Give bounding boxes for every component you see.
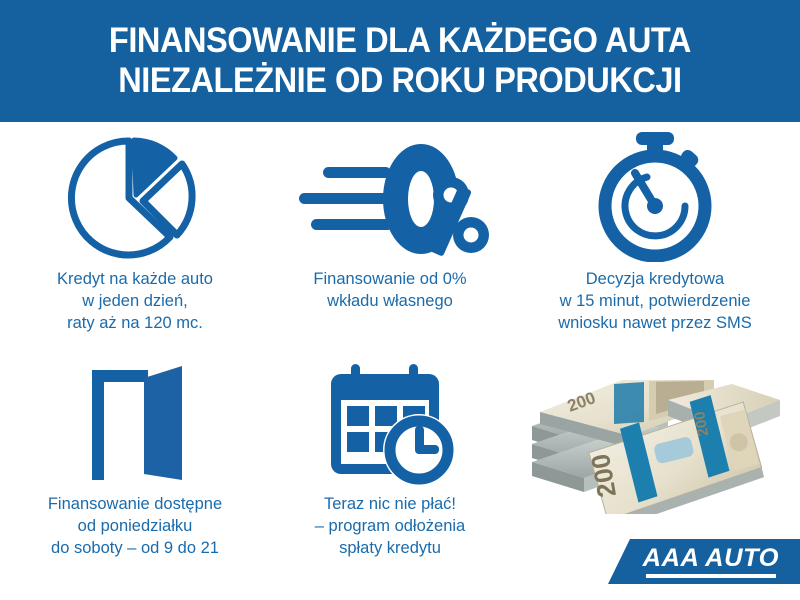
logo-text: AAA AUTO — [642, 544, 780, 572]
feature-caption: Decyzja kredytowa w 15 minut, potwierdze… — [558, 270, 752, 332]
feature-zero-percent: Finansowanie od 0% wkładu własnego — [265, 132, 515, 312]
stopwatch-icon — [598, 132, 712, 262]
pie-chart-icon — [67, 137, 196, 259]
feature-deferred-payment: Teraz nic nie płać! – program odłożenia … — [265, 357, 515, 559]
feature-grid: Kredyt na każde auto w jeden dzień, raty… — [0, 122, 800, 600]
money-stacks-photo: 200 200 200 — [518, 364, 790, 530]
svg-text:200: 200 — [585, 452, 622, 500]
stopwatch-icon-wrap — [585, 132, 725, 262]
logo-underline — [645, 574, 776, 578]
calendar-clock-icon-wrap — [323, 357, 458, 487]
feature-credit-every-car: Kredyt na każde auto w jeden dzień, raty… — [0, 132, 270, 334]
feature-opening-hours: Finansowanie dostępne od poniedziałku do… — [0, 357, 270, 559]
pie-chart-icon-wrap — [58, 132, 213, 262]
feature-fast-decision: Decyzja kredytowa w 15 minut, potwierdze… — [510, 132, 800, 334]
header-bar: FINANSOWANIE DLA KAŻDEGO AUTA NIEZALEŻNI… — [0, 0, 800, 122]
aaa-auto-logo[interactable]: AAA AUTO — [608, 539, 800, 584]
headline-line-1: FINANSOWANIE DLA KAŻDEGO AUTA — [108, 21, 692, 60]
feature-caption: Finansowanie od 0% wkładu własnego — [313, 270, 467, 310]
open-door-icon-wrap — [70, 357, 200, 487]
logo-inner: AAA AUTO — [630, 544, 780, 578]
banknote-bundles-illustration: 200 200 200 — [532, 380, 780, 530]
open-door-icon — [92, 366, 182, 480]
zero-percent-icon-wrap — [285, 132, 495, 262]
feature-caption: Teraz nic nie płać! – program odłożenia … — [314, 495, 466, 557]
feature-caption: Finansowanie dostępne od poniedziałku do… — [47, 495, 223, 557]
svg-text:200: 200 — [691, 410, 712, 438]
headline-line-2: NIEZALEŻNIE OD ROKU PRODUKCJI — [118, 61, 682, 100]
feature-caption: Kredyt na każde auto w jeden dzień, raty… — [57, 270, 213, 332]
zero-percent-speed-icon — [299, 144, 489, 256]
calendar-clock-icon — [330, 364, 455, 486]
